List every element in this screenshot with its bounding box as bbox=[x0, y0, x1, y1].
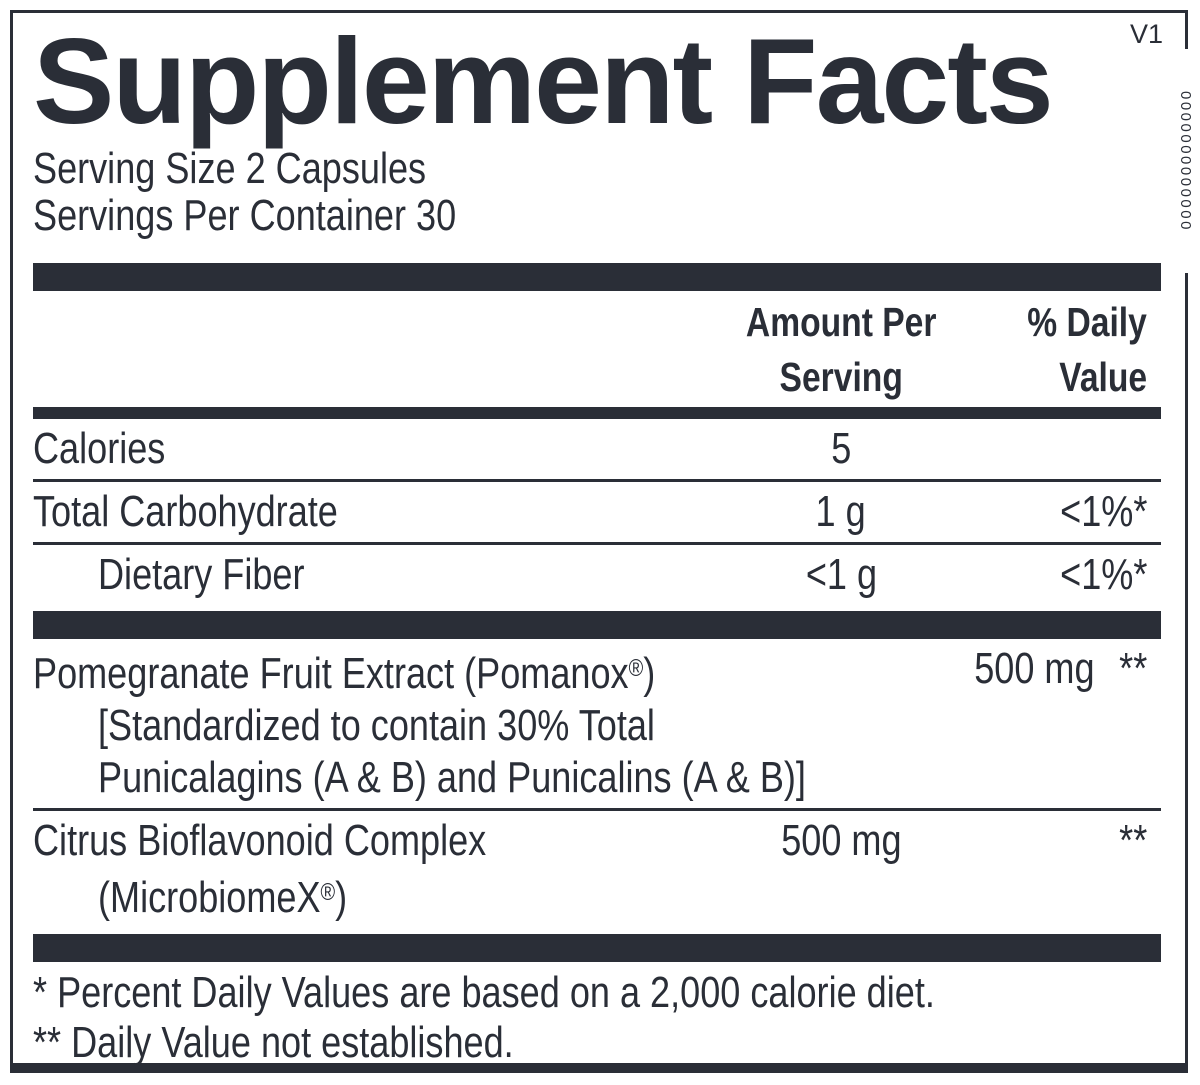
panel-title: Supplement Facts bbox=[33, 13, 1054, 149]
edge-lot-code: 0000000000000 bbox=[1176, 49, 1194, 273]
row-amount-cell: 500 mg bbox=[721, 815, 961, 924]
row-name-cell: Pomegranate Fruit Extract (Pomanox®) [Sta… bbox=[33, 643, 961, 804]
registered-trademark-symbol: ® bbox=[320, 879, 336, 907]
version-tag: V1 bbox=[1129, 19, 1163, 49]
row-detail: Punicalagins (A & B) and Punicalins (A &… bbox=[98, 753, 806, 803]
row-amount-cell: <1 g bbox=[721, 549, 961, 601]
row-name: Calories bbox=[33, 424, 166, 474]
registered-trademark-symbol: ® bbox=[628, 655, 644, 683]
row-amount-cell: 500 mg bbox=[961, 643, 1108, 804]
row-name: Total Carbohydrate bbox=[33, 487, 338, 537]
row-daily-value: ** bbox=[1118, 644, 1147, 694]
row-amount: 500 mg bbox=[974, 644, 1095, 694]
row-amount: 500 mg bbox=[780, 816, 902, 866]
row-name: Citrus Bioflavonoid Complex bbox=[33, 816, 487, 866]
row-name-cell: Dietary Fiber bbox=[33, 549, 721, 601]
row-daily-value-cell: ** bbox=[1108, 643, 1161, 804]
row-amount: 5 bbox=[830, 424, 852, 474]
row-amount: <1 g bbox=[805, 550, 877, 600]
divider-bar-middle bbox=[33, 611, 1161, 640]
nutrient-rows-group: Calories 5 Total Carbohydrate 1 g <1%* Dietar… bbox=[33, 419, 1161, 605]
row-amount-cell: 1 g bbox=[721, 486, 961, 538]
table-row: Total Carbohydrate 1 g <1%* bbox=[33, 479, 1161, 542]
row-name: Pomegranate Fruit Extract (Pomanox®) bbox=[33, 649, 656, 699]
amount-header-line-2: Serving bbox=[779, 354, 903, 401]
row-daily-value-cell: ** bbox=[961, 815, 1161, 924]
supplement-facts-panel: V1 0000000000000 Supplement Facts Servin… bbox=[10, 10, 1194, 1073]
header-name-spacer bbox=[33, 295, 721, 405]
dv-header-line-1: % Daily bbox=[1027, 299, 1147, 346]
table-row: Calories 5 bbox=[33, 419, 1161, 479]
table-row: Dietary Fiber <1 g <1%* bbox=[33, 542, 1161, 605]
row-daily-value: ** bbox=[1118, 816, 1147, 866]
row-daily-value: <1%* bbox=[1059, 487, 1147, 537]
divider-bar-top bbox=[33, 263, 1161, 292]
footnote-not-established: ** Daily Value not established. bbox=[33, 1018, 514, 1068]
table-row: Citrus Bioflavonoid Complex (MicrobiomeX®… bbox=[33, 808, 1161, 928]
footnote-percent-daily-value: * Percent Daily Values are based on a 2,… bbox=[33, 968, 935, 1018]
table-row: Pomegranate Fruit Extract (Pomanox®) [Sta… bbox=[33, 639, 1161, 808]
servings-per-container-text: Servings Per Container 30 bbox=[33, 191, 457, 241]
row-detail: (MicrobiomeX®) bbox=[98, 873, 348, 923]
divider-bar-header bbox=[33, 407, 1161, 420]
table-header-row: Amount Per Serving % Daily Value bbox=[33, 291, 1161, 407]
ingredient-rows-group: Pomegranate Fruit Extract (Pomanox®) [Sta… bbox=[33, 639, 1161, 928]
amount-per-serving-header: Amount Per Serving bbox=[721, 295, 961, 405]
row-daily-value-cell bbox=[961, 423, 1161, 475]
amount-header-line-1: Amount Per bbox=[745, 299, 937, 346]
daily-value-header: % Daily Value bbox=[961, 295, 1161, 405]
footnotes: * Percent Daily Values are based on a 2,… bbox=[33, 962, 1161, 1072]
row-name-cell: Citrus Bioflavonoid Complex (MicrobiomeX®… bbox=[33, 815, 721, 924]
divider-bar-bottom bbox=[33, 934, 1161, 963]
row-name-cell: Calories bbox=[33, 423, 721, 475]
serving-size-text: Serving Size 2 Capsules bbox=[33, 144, 427, 194]
serving-info: Serving Size 2 Capsules Servings Per Con… bbox=[33, 145, 1161, 239]
row-name-cell: Total Carbohydrate bbox=[33, 486, 721, 538]
row-name: Dietary Fiber bbox=[98, 550, 305, 600]
row-daily-value-cell: <1%* bbox=[961, 549, 1161, 601]
panel-content: Supplement Facts Serving Size 2 Capsules… bbox=[13, 17, 1185, 1072]
row-detail: [Standardized to contain 30% Total bbox=[98, 701, 655, 751]
row-daily-value-cell: <1%* bbox=[961, 486, 1161, 538]
row-daily-value: <1%* bbox=[1059, 550, 1147, 600]
row-amount: 1 g bbox=[815, 487, 867, 537]
row-amount-cell: 5 bbox=[721, 423, 961, 475]
dv-header-line-2: Value bbox=[1059, 354, 1147, 401]
